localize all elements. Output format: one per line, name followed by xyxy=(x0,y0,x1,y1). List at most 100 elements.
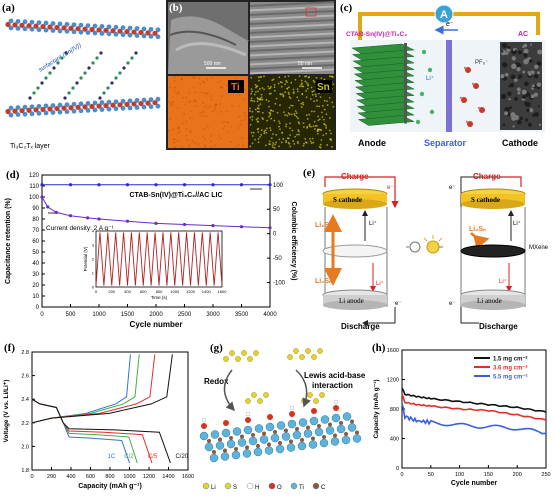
inset-x-tick: 800 xyxy=(156,289,163,294)
legend-swatch xyxy=(202,482,210,490)
x-tick-label: 250 xyxy=(541,472,550,478)
panel-label-b: (b) xyxy=(169,2,183,14)
data-point xyxy=(68,183,73,187)
y-axis-label: Capacity (mAh g⁻¹) xyxy=(373,379,380,438)
y-tick-label: 100 xyxy=(29,195,40,201)
cathode-material-title: AC xyxy=(518,31,528,38)
panel-label-h: (h) xyxy=(372,342,386,354)
x-tick-label: 500 xyxy=(65,312,76,318)
li-anode-label-left: Li anode xyxy=(339,297,364,305)
y-tick-label: 50 xyxy=(32,250,39,256)
separator-label: Separator xyxy=(424,138,467,148)
y-tick-label: 1600 xyxy=(387,348,399,354)
s-cathode-label-left: S cathode xyxy=(333,196,362,204)
atom-legend: Li S H O Ti C xyxy=(202,482,326,491)
legend-swatch xyxy=(290,482,298,490)
inset-x-tick: 1600 xyxy=(218,289,228,294)
y2-axis-label: Columbic efficiency (%) xyxy=(290,202,297,281)
y-tick-label: 2.0 xyxy=(21,444,29,450)
cell-without-mxene: Charge e⁻ S cathode Li₂Sₙ Li₂Sₙ Li⁺ Li⁺ … xyxy=(315,172,402,331)
data-point xyxy=(239,225,244,229)
inset-x-tick: 400 xyxy=(124,289,131,294)
inset-x-tick: 1000 xyxy=(170,289,180,294)
rate-label: C/2 xyxy=(124,454,134,460)
inset-frame xyxy=(95,230,223,288)
data-point xyxy=(97,183,101,187)
data-point xyxy=(154,221,158,225)
ammeter-label: A xyxy=(440,9,448,21)
x-tick-label: 2500 xyxy=(178,312,192,318)
mxene-label: MXene xyxy=(529,245,549,251)
y2-tick-label: 100 xyxy=(273,183,284,189)
legend-label: 5.5 mg cm⁻² xyxy=(493,374,528,381)
legend-label: O xyxy=(277,485,282,491)
series-line xyxy=(401,404,547,435)
inset-y-tick: 1 xyxy=(92,271,95,276)
data-point xyxy=(268,183,272,187)
y-tick-label: 800 xyxy=(390,407,399,413)
data-point xyxy=(182,183,187,187)
x-tick-label: 1400 xyxy=(162,474,174,480)
legend-label: S xyxy=(233,485,237,491)
y-tick-label: 2.2 xyxy=(21,421,29,427)
scale-bar-right: 50 nm xyxy=(298,61,312,67)
lewis-label: Lewis acid-base interaction xyxy=(304,371,366,390)
y-tick-label: 80 xyxy=(32,217,39,223)
x-tick-label: 4000 xyxy=(263,312,277,318)
legend-swatch xyxy=(312,482,320,490)
x-tick-label: 3000 xyxy=(206,312,220,318)
mxene-interlayer xyxy=(460,244,526,258)
y-tick-label: 110 xyxy=(29,184,39,190)
inset-y-label: Potential (V) xyxy=(83,246,88,271)
inset-y-tick: 3 xyxy=(92,243,95,248)
lewis-label-line2: interaction xyxy=(312,381,353,390)
legend-label: 1.5 mg cm⁻² xyxy=(493,356,528,363)
li-ion-label: Li⁺ xyxy=(426,75,434,82)
anode-material-title: CTAB-Sn(IV)@Ti₃C₂ xyxy=(346,31,407,38)
data-point xyxy=(40,195,44,199)
charge-curve xyxy=(31,354,173,424)
electron-label-right-bottom: e⁻ xyxy=(449,301,456,307)
panel-label-c: (c) xyxy=(340,2,353,14)
polysulfide-label-right: Li₂Sₙ xyxy=(469,226,486,233)
s-cathode-label-right: S cathode xyxy=(471,196,500,204)
discharge-label-right: Discharge xyxy=(479,322,518,331)
discharge-label-left: Discharge xyxy=(341,322,380,331)
x-tick-label: 150 xyxy=(484,472,493,478)
cathode-label: Cathode xyxy=(502,138,538,148)
y2-tick-label: 0 xyxy=(273,232,277,238)
data-point xyxy=(125,219,130,223)
legend-label: H xyxy=(255,485,259,491)
rate-label: C/20 xyxy=(175,454,188,460)
panel-c: A e⁻ CTAB-Sn(IV)@Ti₃C₂ AC Li⁺ PF₆⁻ Anode… xyxy=(338,0,553,165)
inset-y-tick: 0 xyxy=(92,285,95,290)
li-ion-label-right-bottom: Li⁺ xyxy=(499,278,507,285)
x-axis-label: Capacity (mAh g⁻¹) xyxy=(78,483,142,490)
chart-title: CTAB-Sn(IV)@Ti₃C₂//AC LIC xyxy=(129,192,222,199)
chart-annotation: Current density: 2 A g⁻¹ xyxy=(46,225,115,232)
y-tick-label: 10 xyxy=(32,294,39,300)
x-axis-label: Cycle number xyxy=(130,320,183,329)
series-line xyxy=(401,387,547,413)
data-point xyxy=(97,217,101,221)
data-point xyxy=(68,214,73,218)
y2-tick-label: 50 xyxy=(273,207,280,213)
y-tick-label: 40 xyxy=(32,261,39,267)
panel-label-d: (d) xyxy=(6,169,20,181)
legend-label: 3.6 mg cm⁻² xyxy=(493,365,528,372)
panel-d: 0 500 1000 1500 2000 2500 3000 3500 4000 0 10 20 30 4… xyxy=(0,167,300,337)
x-tick-label: 1000 xyxy=(92,312,106,318)
data-point xyxy=(46,205,50,209)
x-tick-label: 3500 xyxy=(235,312,249,318)
polysulfide-label-bottom: Li₂Sₙ xyxy=(315,278,332,285)
y-tick-label: 30 xyxy=(32,272,39,278)
y-tick-label: 60 xyxy=(32,239,39,245)
panel-label-e: (e) xyxy=(303,167,316,179)
pf6-ion-label: PF₆⁻ xyxy=(475,60,488,66)
li-ion-label-right-top: Li⁺ xyxy=(513,220,521,227)
data-point xyxy=(125,183,130,187)
panel-g: Redox Lewis acid-base interaction Li S H O T… xyxy=(196,340,366,496)
inset-x-tick: 0 xyxy=(95,289,98,294)
legend-swatch xyxy=(224,482,232,490)
legend-label: Ti xyxy=(299,485,304,491)
